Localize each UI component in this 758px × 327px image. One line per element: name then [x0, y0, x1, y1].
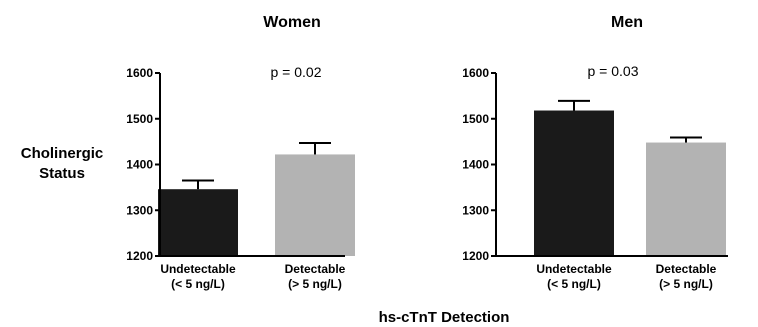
- category-label: (> 5 ng/L): [659, 277, 713, 291]
- y-axis-label-line-1: Cholinergic: [21, 145, 104, 162]
- panel-title-women: Women: [263, 14, 320, 31]
- category-label: Undetectable: [536, 262, 612, 276]
- y-tick-label: 1400: [126, 158, 153, 172]
- y-tick-label: 1400: [462, 158, 489, 172]
- panel-men: Men p = 0.03 Undetectable(< 5 ng/L) Detecta…: [462, 14, 728, 291]
- y-tick-label: 1600: [126, 66, 153, 80]
- bar-women-detectable: [275, 154, 355, 256]
- y-tick-label: 1300: [462, 203, 489, 217]
- panel-women: Women p = 0.02 Undetectable(< 5 ng/L) Detec…: [126, 14, 355, 291]
- p-value-annotation: p = 0.02: [271, 64, 322, 80]
- y-tick-label: 1200: [462, 249, 489, 263]
- category-label: Undetectable: [160, 262, 236, 276]
- category-label: (< 5 ng/L): [547, 277, 601, 291]
- category-label: Detectable: [285, 262, 346, 276]
- p-value-annotation: p = 0.03: [588, 63, 639, 79]
- category-label: (< 5 ng/L): [171, 277, 225, 291]
- category-label: (> 5 ng/L): [288, 277, 342, 291]
- bar-men-detectable: [646, 142, 726, 256]
- y-tick-label: 1600: [462, 66, 489, 80]
- y-axis-label-line-2: Status: [39, 165, 85, 182]
- x-axis-label: hs-cTnT Detection: [379, 309, 510, 326]
- category-label: Detectable: [656, 262, 717, 276]
- y-tick-label: 1500: [126, 112, 153, 126]
- panel-title-men: Men: [611, 14, 643, 31]
- bar-men-undetectable: [534, 110, 614, 256]
- y-tick-label: 1300: [126, 203, 153, 217]
- y-tick-label: 1200: [126, 249, 153, 263]
- y-tick-label: 1500: [462, 112, 489, 126]
- bar-women-undetectable: [158, 189, 238, 256]
